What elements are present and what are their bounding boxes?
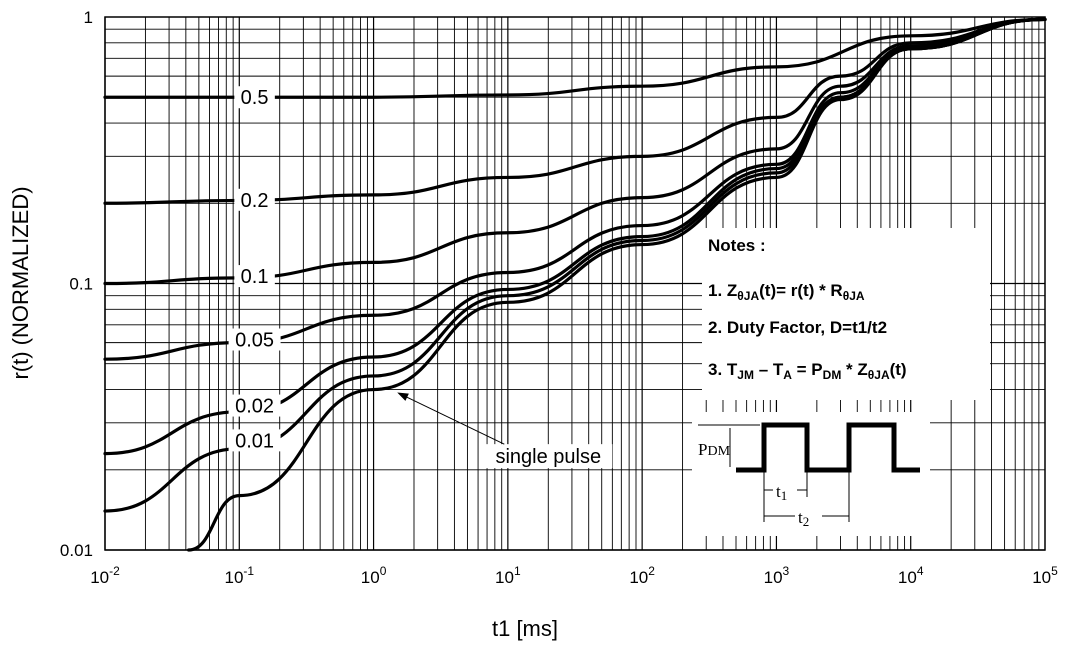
x-tick-label: 102 xyxy=(629,564,655,587)
notes-line-2: 2. Duty Factor, D=t1/t2 xyxy=(708,318,887,337)
x-tick-label: 100 xyxy=(361,564,387,587)
x-tick-label: 101 xyxy=(495,564,521,587)
curve-labels: 0.5 0.2 0.1 0.05 0.02 0.01 xyxy=(229,86,281,452)
x-tick-label: 10-2 xyxy=(90,564,120,587)
annotation-arrow-line xyxy=(401,394,504,444)
curve-label: 0.05 xyxy=(235,330,274,352)
annotation-text: single pulse xyxy=(495,446,601,468)
x-axis-title: t1 [ms] xyxy=(492,616,558,641)
x-tick-label: 10-1 xyxy=(224,564,254,587)
x-tick-label: 104 xyxy=(898,564,924,587)
x-tick-label: 103 xyxy=(764,564,790,587)
x-tick-label: 105 xyxy=(1032,564,1058,587)
notes-line-1: 1. ZθJA(t)= r(t) * RθJA xyxy=(708,281,865,303)
curve-label: 0.2 xyxy=(241,190,269,212)
single-pulse-annotation: single pulse xyxy=(397,392,612,468)
y-axis-title: r(t) (NORMALIZED) xyxy=(8,186,33,379)
y-tick-label: 0.01 xyxy=(60,541,93,560)
annotation-arrowhead xyxy=(397,392,409,400)
curve-label: 0.01 xyxy=(235,430,274,452)
curve-label: 0.5 xyxy=(241,87,269,109)
pulse-diagram: PDM t1 t2 xyxy=(692,412,930,536)
curve-label: 0.02 xyxy=(235,396,274,418)
notes-title: Notes : xyxy=(708,236,766,255)
y-tick-label: 0.1 xyxy=(69,275,93,294)
y-tick-label: 1 xyxy=(84,8,93,27)
notes-box: Notes : 1. ZθJA(t)= r(t) * RθJA 2. Duty … xyxy=(702,228,990,400)
x-tick-labels: 10-2 10-1 100 101 102 103 104 105 xyxy=(90,564,1058,587)
curve-label: 0.1 xyxy=(241,266,269,288)
y-tick-labels: 1 0.1 0.01 xyxy=(60,8,93,560)
